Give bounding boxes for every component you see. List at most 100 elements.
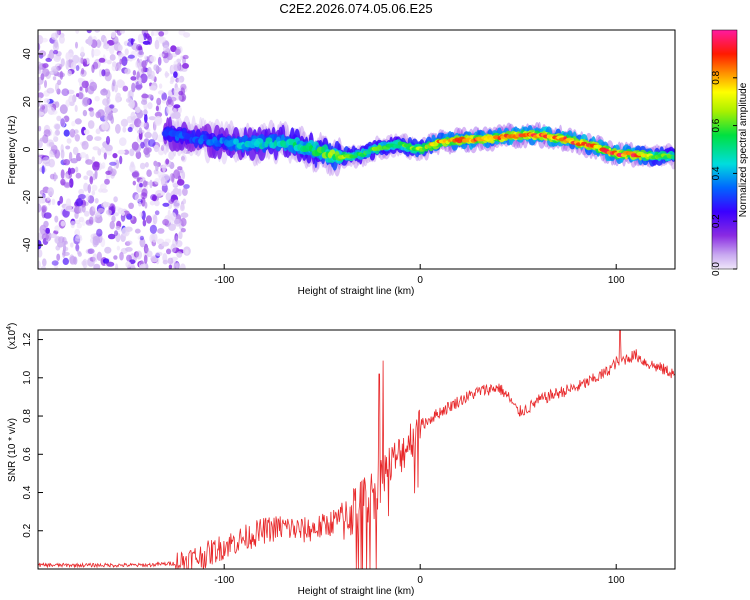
colorbar-ticks: 0.0 0.2 0.4 0.6 0.8: [711, 70, 737, 276]
noise-blob: [86, 134, 93, 142]
noise-blob: [129, 259, 136, 265]
noise-blob: [128, 89, 134, 100]
noise-blob: [178, 90, 184, 96]
noise-blob: [182, 63, 189, 69]
noise-blob: [59, 195, 64, 204]
noise-blob: [54, 236, 63, 244]
noise-blob: [91, 64, 95, 73]
snr-frame: [37, 329, 676, 570]
noise-blob: [154, 39, 160, 50]
noise-blob: [169, 91, 173, 97]
noise-blob: [185, 249, 189, 255]
noise-blob: [38, 53, 44, 59]
y-tick-label: 40: [22, 48, 33, 60]
noise-blob: [114, 84, 118, 93]
snr-y-scale-prefix: (x10: [7, 329, 18, 349]
colorbar-tick-label: 0.8: [711, 70, 722, 84]
snr-y-ticks: 0.2 0.4 0.6 0.8 1.0 1.2: [22, 332, 43, 538]
noise-blob: [175, 240, 183, 248]
noise-blob: [162, 164, 166, 173]
y-tick-label: -40: [22, 237, 33, 252]
noise-blob: [154, 199, 160, 207]
noise-blob: [173, 169, 181, 180]
noise-blob: [142, 40, 151, 45]
colorbar-tick-label: 0.2: [711, 214, 722, 228]
noise-blob: [173, 64, 181, 72]
noise-blob: [38, 139, 43, 149]
snr-series-line: [38, 330, 675, 569]
noise-blob: [50, 144, 58, 153]
noise-blob: [81, 140, 89, 150]
noise-blob: [96, 39, 102, 48]
noise-blob: [149, 224, 157, 234]
noise-blob: [127, 41, 134, 47]
noise-blob: [89, 176, 94, 185]
noise-blob: [94, 136, 102, 142]
colorbar-tick-label: 0.0: [711, 262, 722, 276]
noise-blob: [74, 134, 81, 142]
noise-blob: [109, 221, 115, 230]
noise-blob: [85, 193, 90, 201]
snr-y-scale-label: (x104): [6, 323, 18, 350]
noise-blob: [38, 109, 41, 118]
noise-blob: [38, 125, 42, 132]
noise-blob: [87, 120, 95, 129]
noise-blob: [127, 126, 133, 133]
noise-blob: [157, 90, 165, 95]
noise-blob: [109, 104, 115, 109]
noise-blob: [177, 166, 183, 171]
noise-blob: [111, 82, 115, 92]
noise-blob: [82, 58, 88, 67]
noise-blob: [61, 88, 70, 96]
noise-blob: [143, 254, 148, 264]
ridge-mark: [671, 155, 675, 160]
noise-blob: [130, 111, 136, 121]
noise-blob: [172, 257, 177, 263]
noise-blob: [54, 123, 61, 131]
noise-blob: [129, 148, 135, 157]
noise-blob: [78, 194, 86, 200]
noise-blob: [62, 257, 69, 265]
spectrogram-ridge: [161, 115, 675, 177]
noise-blob: [75, 65, 80, 71]
noise-blob: [127, 54, 135, 59]
noise-blob: [150, 31, 154, 37]
noise-blob: [157, 171, 166, 178]
noise-blob: [111, 64, 118, 72]
noise-blob: [78, 56, 82, 63]
noise-blob: [153, 64, 159, 71]
noise-blob: [173, 218, 182, 227]
noise-blob: [53, 54, 61, 63]
x-tick-label: 100: [608, 575, 625, 586]
noise-blob: [70, 220, 75, 229]
noise-blob: [65, 52, 71, 61]
noise-blob: [75, 243, 80, 252]
noise-blob: [113, 212, 119, 217]
noise-blob: [177, 78, 183, 83]
noise-blob: [143, 138, 151, 148]
noise-blob: [152, 130, 157, 140]
noise-blob: [160, 145, 165, 151]
noise-blob: [69, 128, 76, 138]
noise-blob: [47, 187, 54, 197]
noise-blob: [87, 36, 93, 46]
noise-blob: [119, 251, 124, 261]
x-tick-label: -100: [214, 575, 234, 586]
noise-blob: [168, 223, 177, 231]
noise-blob: [53, 131, 57, 140]
noise-blob: [119, 155, 123, 165]
noise-blob: [63, 240, 68, 245]
noise-blob: [144, 131, 152, 139]
noise-blob: [75, 198, 84, 207]
noise-blob: [66, 138, 72, 144]
noise-blob: [115, 123, 121, 134]
noise-blob: [79, 86, 83, 91]
noise-blob: [67, 70, 72, 77]
noise-blob: [132, 180, 136, 186]
noise-blob: [98, 57, 106, 63]
noise-blob: [154, 111, 163, 118]
noise-blob: [58, 35, 65, 44]
noise-blob: [101, 121, 109, 131]
noise-blob: [83, 175, 89, 180]
